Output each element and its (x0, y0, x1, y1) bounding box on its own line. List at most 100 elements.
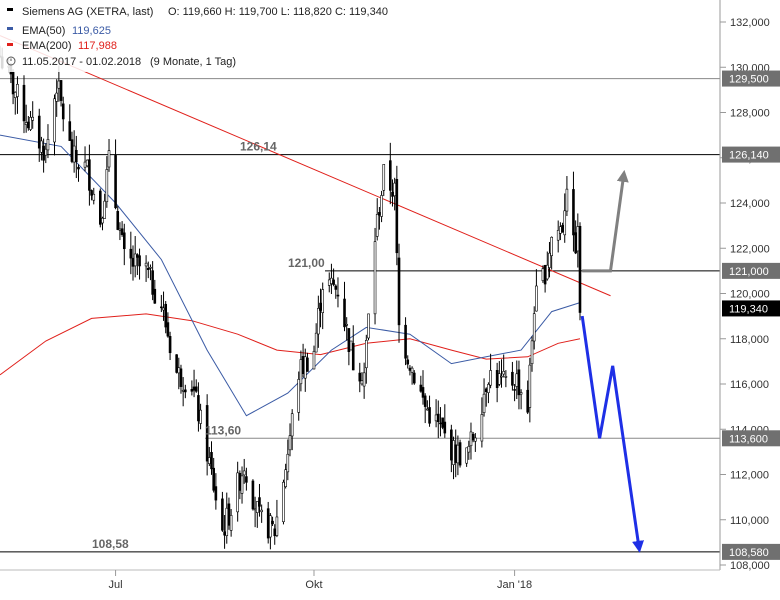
candle-body (334, 285, 338, 290)
ema200-legend-swatch (7, 43, 13, 46)
candle-body (373, 241, 377, 315)
candle-body (288, 435, 292, 451)
candle-body (225, 507, 229, 537)
candle-body (223, 531, 226, 536)
candle-body (548, 252, 551, 268)
ema200-legend-value: 117,988 (78, 40, 117, 52)
candle-body (436, 413, 440, 423)
candle-body (543, 265, 547, 285)
candle-body (456, 444, 460, 464)
candle-body (116, 211, 120, 230)
y-tick-label: 132,000 (730, 17, 770, 29)
candle-body (72, 145, 76, 163)
candle-body (101, 217, 104, 224)
level-price-box-label: 113,600 (729, 433, 768, 445)
level-price-box-label: 121,000 (729, 266, 769, 278)
candle-body (61, 103, 65, 120)
candle-body (166, 322, 170, 337)
candle-body (253, 508, 257, 511)
candle-body (484, 388, 488, 393)
bullish-scenario-arrow (582, 169, 629, 273)
candle-body (57, 80, 61, 89)
candle-body (299, 359, 303, 385)
level-price-box (722, 262, 780, 279)
legend-ohlc: O: 119,660 H: 119,700 L: 118,820 C: 119,… (168, 6, 388, 18)
candle-body (77, 166, 80, 170)
candle-body (530, 340, 534, 365)
candle-body (114, 155, 117, 209)
candle-body (556, 230, 560, 241)
y-tick-label: 122,000 (730, 243, 770, 255)
candle-body (469, 431, 473, 447)
level-label: 121,00 (288, 256, 325, 270)
candle-body (258, 497, 261, 507)
candle-body (85, 159, 89, 167)
legend: Siemens AG (XETRA, last) O: 119,660 H: 1… (0, 0, 388, 72)
candle-body (578, 225, 582, 313)
candle-body (168, 336, 172, 354)
level-price-box (722, 70, 780, 87)
candle-body (27, 121, 30, 129)
candle-body (517, 369, 521, 396)
candle-body (251, 480, 255, 510)
candle-body (541, 268, 545, 281)
candle-body (46, 139, 50, 151)
candle-body (240, 475, 244, 494)
level-labels: 126,14 121,00 113,60 108,58 (92, 140, 325, 551)
candle-body (458, 442, 462, 466)
candle-body (88, 159, 91, 191)
last-price-label: 119,340 (729, 303, 768, 315)
candle-body (336, 294, 340, 297)
candle-body (465, 447, 468, 464)
candle-body (319, 302, 322, 311)
candle-body (565, 188, 569, 212)
candle-body (314, 332, 318, 353)
candle-body (306, 357, 309, 372)
candle-body (482, 393, 486, 413)
candle-body (502, 371, 505, 375)
candle-body (519, 392, 523, 395)
ema-group (0, 134, 581, 417)
candle-body (181, 389, 185, 392)
candle-body (351, 343, 355, 371)
candle-body (290, 413, 294, 437)
candle-body (129, 248, 133, 259)
candle-body (489, 370, 492, 386)
ema50-legend-swatch (7, 27, 13, 30)
candle-body (410, 367, 414, 373)
candle-body (321, 289, 325, 314)
candle-body (349, 340, 353, 351)
candle-body (245, 476, 248, 483)
ema200-legend-label: EMA(200) (22, 40, 72, 52)
level-price-box (722, 146, 780, 163)
candle-body (146, 267, 150, 271)
candle-body (528, 364, 532, 408)
legend-period-detail: (9 Monate, 1 Tag) (150, 56, 236, 68)
candle-body (192, 386, 196, 391)
candle-body (212, 467, 215, 491)
candle-body (210, 452, 213, 470)
candle-body (498, 373, 501, 385)
candle-body (576, 226, 580, 252)
candle-body (59, 80, 63, 101)
candle-body (31, 116, 35, 121)
candle-body (229, 515, 233, 531)
candle-body (467, 446, 471, 453)
candle-body (441, 417, 444, 428)
candle-body (365, 339, 368, 369)
candle-body (24, 122, 28, 125)
candle-body (16, 84, 19, 97)
candle-body (515, 373, 519, 387)
candle-body (495, 370, 499, 388)
candle-body (242, 470, 246, 476)
candle-body (55, 92, 58, 102)
candle-body (550, 236, 553, 256)
candle-body (532, 313, 536, 342)
candle-body (22, 84, 26, 122)
resistance-trendline (0, 35, 611, 297)
y-tick-label: 112,000 (730, 470, 769, 482)
level-label: 113,60 (205, 423, 241, 437)
candle-body (563, 210, 567, 236)
candle-body (375, 214, 379, 237)
